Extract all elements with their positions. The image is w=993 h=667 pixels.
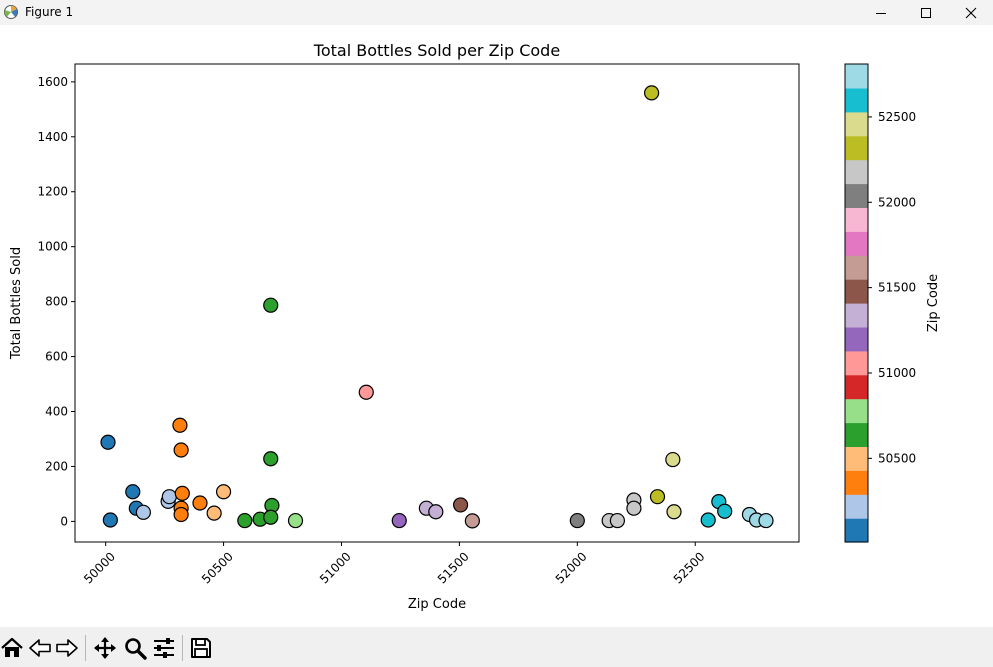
data-point bbox=[428, 504, 444, 520]
data-point bbox=[125, 484, 141, 500]
toolbar-separator bbox=[85, 635, 86, 661]
x-tick-label: 52500 bbox=[671, 549, 708, 586]
data-point bbox=[102, 512, 118, 528]
data-point bbox=[206, 505, 222, 521]
data-point bbox=[215, 484, 232, 500]
data-point bbox=[609, 512, 626, 529]
zoom-icon[interactable] bbox=[123, 636, 147, 660]
y-tick-label: 600 bbox=[45, 350, 68, 364]
colorbar-segment bbox=[845, 231, 868, 256]
data-point bbox=[666, 504, 682, 520]
x-tick-label: 51000 bbox=[317, 549, 354, 586]
matplotlib-logo-icon bbox=[4, 5, 18, 19]
data-point bbox=[287, 512, 304, 529]
plot-frame bbox=[74, 63, 800, 543]
colorbar-tick-label: 50500 bbox=[878, 451, 916, 465]
data-point bbox=[172, 417, 188, 433]
data-point bbox=[649, 489, 666, 505]
colorbar-segment bbox=[845, 446, 868, 471]
data-point bbox=[263, 451, 279, 467]
colorbar-segment bbox=[845, 350, 868, 376]
data-point bbox=[173, 442, 189, 458]
scatter-chart: Total Bottles Sold per Zip Code 50000 505… bbox=[9, 41, 941, 612]
minimize-button[interactable] bbox=[858, 0, 904, 25]
data-point bbox=[237, 512, 253, 529]
maximize-icon bbox=[921, 7, 931, 18]
data-point bbox=[665, 451, 681, 468]
chart-title: Total Bottles Sold per Zip Code bbox=[313, 41, 560, 60]
x-tick-label: 52000 bbox=[553, 549, 590, 586]
data-point bbox=[358, 384, 374, 400]
colorbar-segment bbox=[845, 470, 868, 495]
y-axis-label: Total Bottles Sold bbox=[9, 247, 24, 360]
data-point bbox=[391, 512, 407, 529]
forward-arrow-icon[interactable] bbox=[55, 636, 79, 660]
navigation-toolbar bbox=[0, 627, 993, 667]
toolbar-separator bbox=[182, 635, 183, 661]
x-axis-label: Zip Code bbox=[408, 597, 466, 612]
colorbar-tick-label: 52500 bbox=[878, 110, 916, 124]
colorbar-segment bbox=[845, 398, 868, 424]
y-tick-label: 800 bbox=[45, 295, 68, 309]
data-point bbox=[569, 512, 585, 529]
data-point bbox=[700, 512, 716, 528]
data-point bbox=[263, 509, 279, 525]
y-tick-label: 1400 bbox=[37, 130, 68, 144]
data-point bbox=[100, 434, 116, 450]
y-tick-label: 200 bbox=[45, 459, 68, 473]
data-point bbox=[717, 503, 733, 519]
back-arrow-icon[interactable] bbox=[28, 636, 52, 660]
colorbar-segment bbox=[845, 183, 868, 208]
colorbar-segment bbox=[845, 518, 868, 543]
close-icon bbox=[965, 7, 977, 18]
close-button[interactable] bbox=[948, 0, 993, 25]
home-icon[interactable] bbox=[0, 636, 24, 660]
data-point bbox=[263, 297, 279, 313]
y-tick-label: 1600 bbox=[37, 75, 68, 89]
colorbar-frame bbox=[844, 63, 869, 543]
configure-subplots-icon[interactable] bbox=[152, 636, 176, 660]
data-point bbox=[192, 495, 208, 511]
save-icon[interactable] bbox=[189, 636, 213, 660]
data-point bbox=[161, 489, 177, 505]
data-point bbox=[135, 504, 151, 520]
pan-icon[interactable] bbox=[93, 636, 117, 660]
colorbar-segment bbox=[845, 279, 868, 304]
x-tick-label: 50500 bbox=[199, 549, 236, 586]
x-tick-label: 51500 bbox=[435, 549, 472, 586]
data-point bbox=[464, 513, 480, 529]
colorbar-segment bbox=[845, 207, 868, 232]
colorbar-segment bbox=[845, 326, 868, 352]
colorbar-segment bbox=[845, 374, 868, 400]
colorbar-segment bbox=[845, 422, 868, 447]
minimize-icon bbox=[876, 12, 886, 14]
colorbar-segment bbox=[845, 255, 868, 280]
x-tick-label: 50000 bbox=[81, 549, 118, 586]
colorbar-tick-label: 52000 bbox=[878, 195, 916, 209]
colorbar-tick-label: 51000 bbox=[878, 366, 916, 380]
y-tick-label: 400 bbox=[45, 405, 68, 419]
data-point bbox=[626, 500, 642, 516]
data-point bbox=[173, 506, 189, 523]
y-tick-label: 0 bbox=[60, 514, 68, 528]
colorbar-segment bbox=[845, 494, 868, 519]
data-point bbox=[758, 512, 774, 529]
data-point bbox=[452, 497, 469, 513]
colorbar-segment bbox=[845, 135, 868, 161]
window-title: Figure 1 bbox=[25, 5, 74, 19]
colorbar-segment bbox=[845, 111, 868, 137]
data-point bbox=[644, 85, 660, 101]
colorbar-label: Zip Code bbox=[926, 274, 941, 332]
colorbar-segment bbox=[845, 303, 868, 328]
y-tick-label: 1200 bbox=[37, 185, 68, 199]
colorbar-segment bbox=[845, 64, 868, 89]
colorbar-tick-label: 51500 bbox=[878, 281, 916, 295]
data-point bbox=[174, 485, 190, 501]
window-titlebar: Figure 1 bbox=[0, 0, 993, 25]
maximize-button[interactable] bbox=[903, 0, 949, 25]
figure-canvas: Total Bottles Sold per Zip Code 50000 505… bbox=[0, 25, 993, 627]
colorbar-segment bbox=[845, 159, 868, 185]
y-tick-label: 1000 bbox=[37, 240, 68, 254]
colorbar-segment bbox=[845, 87, 868, 113]
